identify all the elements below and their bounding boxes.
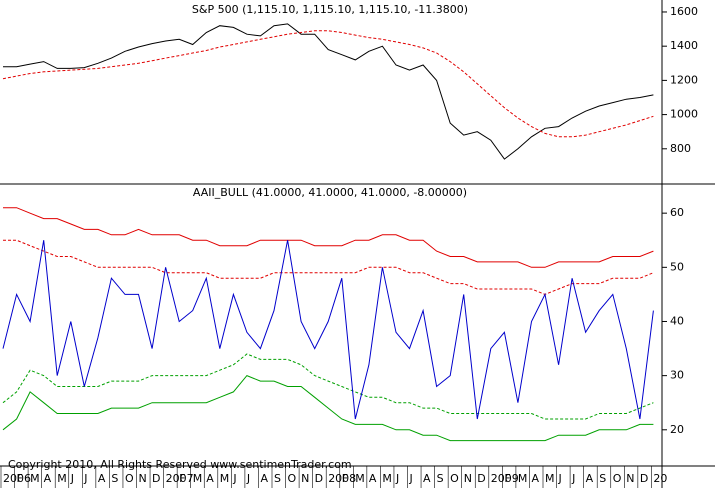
x-tick-label: N xyxy=(139,472,147,485)
x-tick-label: O xyxy=(613,472,622,485)
x-tick-label: M xyxy=(355,472,365,485)
y-tick-label: 30 xyxy=(670,369,684,382)
x-tick-label: S xyxy=(111,472,118,485)
y-tick-label: 40 xyxy=(670,314,684,327)
x-tick-label: D xyxy=(152,472,160,485)
y-tick-label: 1000 xyxy=(670,108,698,121)
x-tick-label: M xyxy=(518,472,528,485)
x-tick-label: D xyxy=(315,472,323,485)
y-tick-label: 800 xyxy=(670,142,691,155)
chart-title: AAII_BULL (41.0000, 41.0000, 41.0000, -8… xyxy=(193,186,467,199)
series-line xyxy=(2,240,654,420)
x-tick-label: M xyxy=(30,472,39,485)
y-tick-label: 60 xyxy=(670,206,684,219)
copyright: Copyright 2010, All Rights Reserved www.… xyxy=(8,458,352,471)
x-tick-label: N xyxy=(464,472,472,485)
series-line xyxy=(3,207,654,268)
x-tick-label: 2006 xyxy=(3,472,31,485)
x-tick-label: J xyxy=(395,472,399,485)
x-tick-label: J xyxy=(409,472,413,485)
y-tick-label: 1200 xyxy=(670,73,698,86)
x-tick-label: N xyxy=(301,472,309,485)
y-tick-label: 1600 xyxy=(670,5,698,18)
x-tick-label: J xyxy=(232,472,236,485)
x-tick-label: 20 xyxy=(653,472,667,485)
x-tick-label: M xyxy=(545,472,555,485)
series-line xyxy=(2,374,654,442)
x-tick-label: A xyxy=(98,472,106,485)
x-tick-label: A xyxy=(44,472,52,485)
x-tick-label: J xyxy=(246,472,250,485)
x-tick-label: O xyxy=(288,472,297,485)
y-tick-label: 50 xyxy=(670,260,684,273)
x-tick-label: D xyxy=(640,472,648,485)
y-tick-label: 1400 xyxy=(670,39,698,52)
x-tick-label: S xyxy=(274,472,281,485)
x-tick-label: A xyxy=(586,472,594,485)
x-tick-label: S xyxy=(599,472,606,485)
x-tick-label: J xyxy=(70,472,74,485)
x-tick-label: 2009 xyxy=(491,472,519,485)
x-tick-label: M xyxy=(382,472,392,485)
x-tick-label: J xyxy=(83,472,87,485)
x-tick-label: 2007 xyxy=(166,472,194,485)
x-tick-label: D xyxy=(477,472,485,485)
x-tick-label: J xyxy=(558,472,562,485)
x-tick-label: A xyxy=(369,472,377,485)
x-tick-label: F xyxy=(17,472,23,485)
x-tick-label: M xyxy=(193,472,203,485)
x-tick-label: S xyxy=(437,472,444,485)
x-tick-label: M xyxy=(57,472,66,485)
y-tick-label: 20 xyxy=(670,423,684,436)
series-line xyxy=(2,30,654,138)
series-line xyxy=(2,353,654,420)
x-tick-label: J xyxy=(571,472,575,485)
x-tick-label: A xyxy=(423,472,431,485)
x-tick-label: A xyxy=(206,472,214,485)
series-line xyxy=(3,23,654,160)
chart-title: S&P 500 (1,115.10, 1,115.10, 1,115.10, -… xyxy=(192,3,468,16)
x-tick-label: 2008 xyxy=(328,472,356,485)
x-tick-label: F xyxy=(504,472,510,485)
x-tick-label: A xyxy=(531,472,539,485)
x-tick-label: A xyxy=(260,472,268,485)
x-tick-label: F xyxy=(179,472,185,485)
x-tick-label: F xyxy=(342,472,348,485)
x-tick-label: O xyxy=(450,472,459,485)
x-tick-label: N xyxy=(626,472,634,485)
x-tick-label: M xyxy=(220,472,230,485)
x-tick-label: O xyxy=(125,472,134,485)
